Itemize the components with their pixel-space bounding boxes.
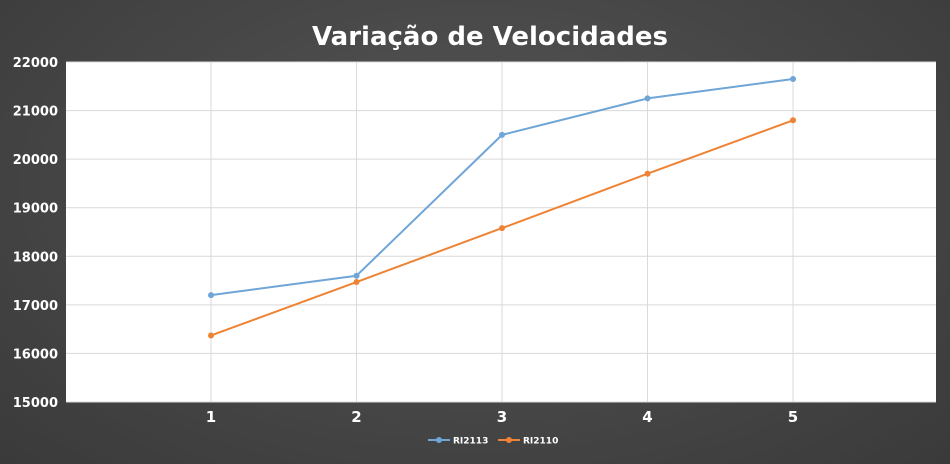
legend-marker-RI2113 (436, 437, 442, 443)
data-point-RI2110 (790, 117, 797, 124)
data-point-RI2113 (499, 131, 506, 138)
data-point-RI2113 (353, 272, 360, 279)
x-tick-label: 5 (788, 408, 798, 426)
data-point-RI2110 (499, 225, 506, 232)
plot-area (66, 62, 936, 402)
data-point-RI2110 (353, 279, 360, 286)
data-point-RI2110 (208, 332, 215, 339)
legend-label-RI2113: RI2113 (453, 437, 488, 447)
y-tick-label: 22000 (13, 56, 58, 71)
y-tick-label: 21000 (13, 105, 58, 120)
y-tick-label: 19000 (13, 202, 58, 217)
data-point-RI2113 (644, 95, 651, 102)
x-axis-tick-labels: 1 2 3 4 5 (206, 408, 798, 426)
grid-lines (66, 61, 936, 403)
legend-marker-RI2110 (506, 437, 512, 443)
legend: RI2113 RI2110 (428, 437, 558, 447)
legend-label-RI2110: RI2110 (523, 437, 558, 447)
y-tick-label: 16000 (13, 347, 58, 362)
y-axis-tick-labels: 15000 16000 17000 18000 19000 20000 21000 22000 (13, 56, 58, 411)
y-tick-label: 20000 (13, 153, 58, 168)
x-tick-label: 2 (351, 408, 361, 426)
y-tick-label: 18000 (13, 250, 58, 265)
chart-title: Variação de Velocidades (312, 22, 668, 52)
series-lines (208, 76, 797, 339)
x-tick-label: 1 (206, 408, 216, 426)
data-point-RI2113 (790, 76, 797, 82)
data-point-RI2113 (208, 292, 215, 299)
data-point-RI2110 (644, 170, 651, 177)
y-tick-label: 17000 (13, 299, 58, 314)
x-tick-label: 3 (497, 408, 507, 426)
x-tick-label: 4 (642, 408, 652, 426)
y-tick-label: 15000 (13, 396, 58, 411)
